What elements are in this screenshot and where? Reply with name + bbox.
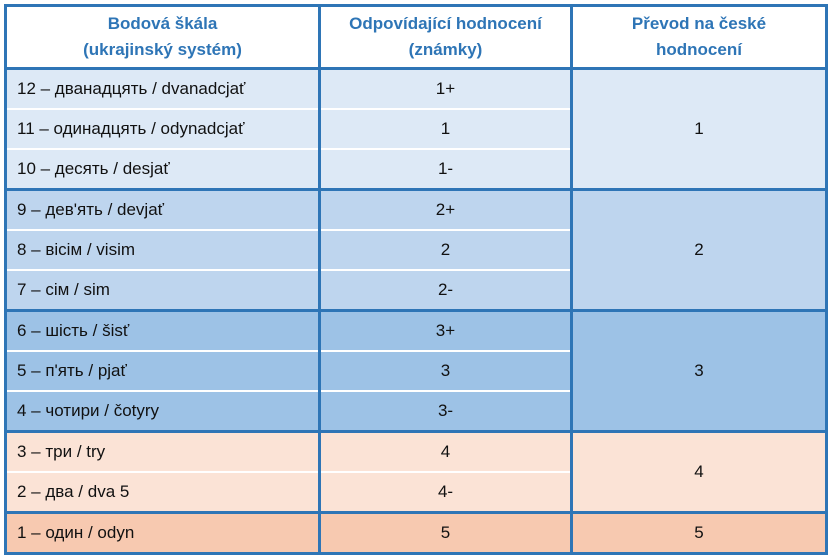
scale-cell: 4 – чотири / čotyry [4,390,321,433]
scale-cell: 2 – два / dva 5 [4,471,321,514]
header-line: (ukrajinský systém) [83,40,242,59]
grade-cell: 1+ [318,67,573,109]
header-line: hodnocení [656,40,742,59]
table-row: 6 – шість / šisť 3+ 3 [4,309,828,433]
czech-grade-cell: 3 [570,309,828,433]
scale-cell: 1 – один / odyn [4,511,321,555]
grade-cell: 4- [318,471,573,514]
header-line: Odpovídající hodnocení [349,14,542,33]
table-row: 12 – дванадцять / dvanadcjať 1+ 1 [4,67,828,191]
scale-cell: 7 – сім / sim [4,269,321,312]
scale-cell: 5 – п'ять / pjať [4,350,321,391]
grade-table: Bodová škála (ukrajinský systém) Odpovídaj… [4,4,828,555]
czech-grade-cell: 1 [570,67,828,191]
czech-grade-cell: 2 [570,188,828,312]
header-row: Bodová škála (ukrajinský systém) Odpovídaj… [4,4,828,70]
scale-cell: 12 – дванадцять / dvanadcjať [4,67,321,109]
header-line: (známky) [408,40,483,59]
header-cell: Odpovídající hodnocení (známky) [318,4,573,70]
scale-cell: 11 – одинадцять / odynadcjať [4,108,321,149]
table-row: 9 – дев'ять / devjať 2+ 2 [4,188,828,312]
header-cell: Bodová škála (ukrajinský systém) [4,4,321,70]
table-row: 10 – десять / desjať 1- [4,148,827,191]
scale-cell: 3 – три / try [4,430,321,472]
grade-cell: 5 [318,511,573,555]
grade-cell: 4 [318,430,573,472]
scale-cell: 10 – десять / desjať [4,148,321,191]
header-line: Převod na české [631,14,767,33]
table-row: 1 – один / odyn 5 5 [4,511,828,555]
grade-cell: 1- [318,148,573,191]
header-line: Bodová škála [107,14,218,33]
grade-cell: 1 [318,108,573,149]
czech-grade-cell: 5 [570,511,828,555]
grade-cell: 2 [318,229,573,270]
table-body: 12 – дванадцять / dvanadcjať 1+ 1 11 – один… [4,67,828,555]
grade-cell: 3- [318,390,573,433]
grade-cell: 2- [318,269,573,312]
czech-grade-cell: 4 [570,430,828,514]
scale-cell: 8 – вісім / visim [4,229,321,270]
scale-cell: 9 – дев'ять / devjať [4,188,321,230]
scale-cell: 6 – шість / šisť [4,309,321,351]
table-row: 3 – три / try 4 4 [4,430,828,514]
grade-cell: 2+ [318,188,573,230]
grade-cell: 3 [318,350,573,391]
grade-cell: 3+ [318,309,573,351]
header-cell: Převod na české hodnocení [570,4,828,70]
